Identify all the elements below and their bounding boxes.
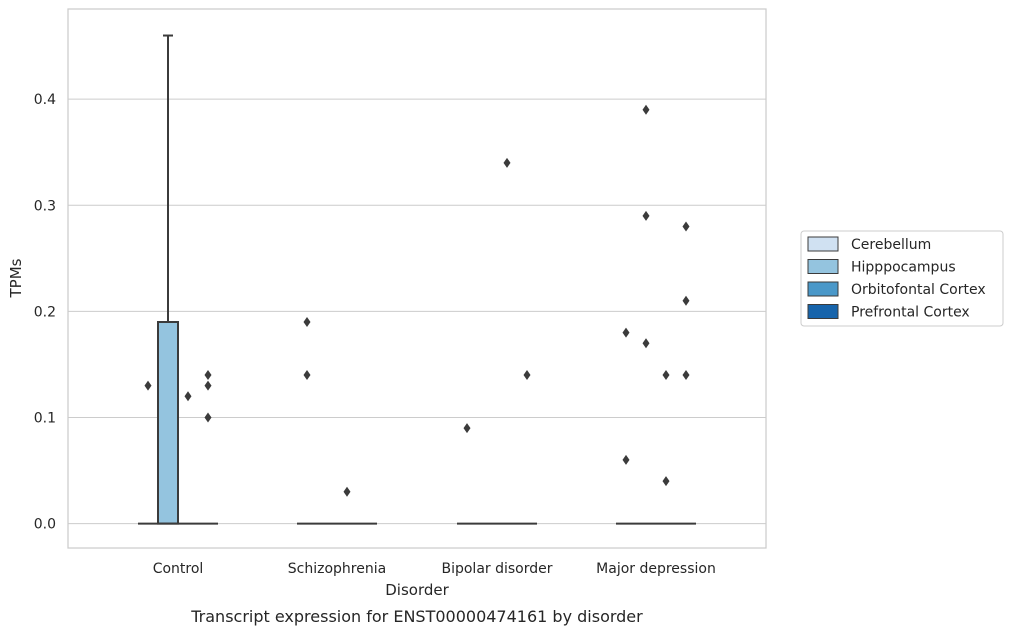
chart-caption: Transcript expression for ENST0000047416…	[190, 607, 643, 626]
outlier-point	[303, 317, 311, 328]
y-tick-labels: 0.0 0.1 0.2 0.3 0.4	[34, 92, 56, 532]
plot-marks	[138, 34, 696, 525]
outlier-point	[622, 327, 630, 338]
outlier-point	[523, 370, 531, 381]
legend-swatch	[807, 236, 839, 252]
box-hipppocampus	[157, 321, 179, 525]
legend-label: Hipppocampus	[851, 260, 956, 276]
legend: Cerebellum Hipppocampus Orbitofontal Corte…	[800, 230, 1004, 327]
outlier-point	[662, 370, 670, 381]
outlier-point	[144, 380, 152, 391]
outlier-point	[662, 476, 670, 487]
y-tick-label: 0.1	[34, 410, 56, 426]
legend-swatch	[807, 281, 839, 297]
y-tick-label: 0.2	[34, 304, 56, 320]
outlier-point	[622, 454, 630, 465]
outlier-point	[343, 486, 351, 497]
x-tick-labels: Control Schizophrenia Bipolar disorder Majo…	[153, 561, 716, 577]
y-tick-label: 0.4	[34, 92, 56, 108]
outlier-point	[184, 391, 192, 402]
outlier-point	[682, 221, 690, 232]
legend-label: Prefrontal Cortex	[851, 305, 970, 321]
legend-swatch	[807, 304, 839, 319]
outlier-point	[204, 412, 212, 423]
plot-frame	[67, 8, 767, 549]
outlier-point	[204, 380, 212, 391]
y-tick-label: 0.3	[34, 198, 56, 214]
outlier-point	[463, 423, 471, 434]
x-tick-label: Major depression	[596, 561, 716, 577]
outlier-point	[682, 370, 690, 381]
outlier-point	[642, 104, 650, 115]
x-tick-label: Bipolar disorder	[441, 561, 552, 577]
outlier-point	[642, 338, 650, 349]
outlier-point	[682, 295, 690, 306]
legend-label: Orbitofontal Cortex	[851, 282, 986, 298]
outlier-point	[642, 210, 650, 221]
x-axis-label: Disorder	[385, 581, 449, 599]
outlier-point	[303, 370, 311, 381]
y-axis-label: TPMs	[7, 258, 25, 298]
y-tick-label: 0.0	[34, 517, 56, 533]
outlier-point	[503, 157, 511, 168]
x-tick-label: Control	[153, 561, 204, 577]
outlier-point	[204, 370, 212, 381]
legend-frame	[800, 230, 1004, 327]
legend-label: Cerebellum	[851, 237, 931, 253]
legend-swatch	[807, 259, 839, 274]
x-tick-label: Schizophrenia	[288, 561, 386, 577]
